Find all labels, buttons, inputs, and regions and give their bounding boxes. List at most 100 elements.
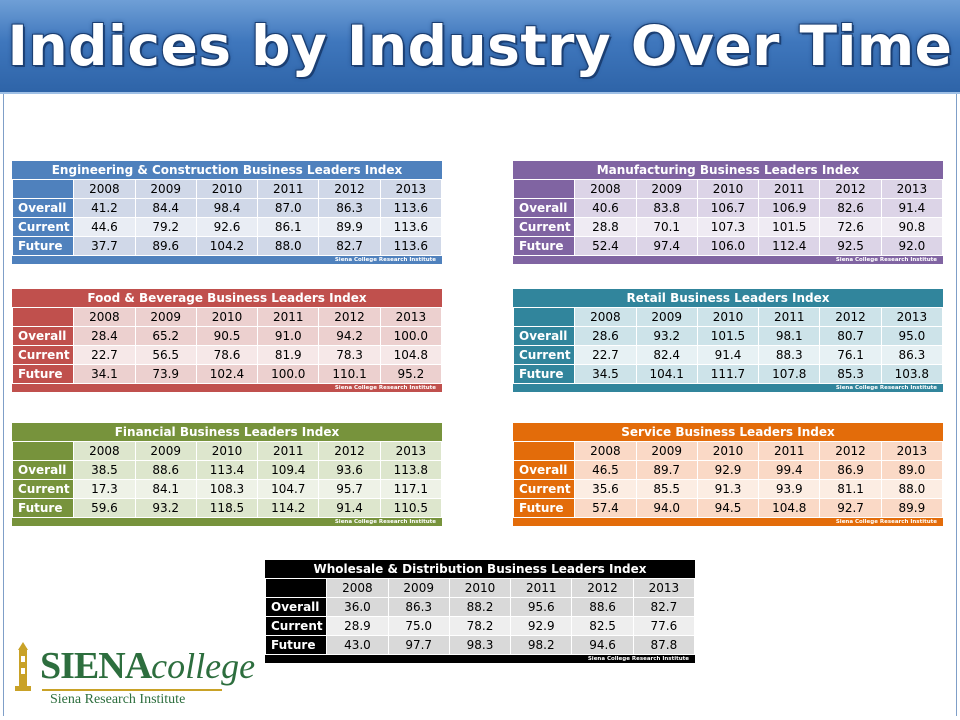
row-label: Current [11,479,75,499]
year-header: 2013 [379,179,443,199]
table-title: Manufacturing Business Leaders Index [513,161,943,179]
table-row: Current 44.6 79.2 92.6 86.1 89.9 113.6 [11,217,443,237]
table-engineering-construction: Engineering & Construction Business Lead… [11,161,443,264]
year-header: 2011 [758,307,821,327]
year-header: 2011 [758,441,821,461]
row-label: Overall [11,198,75,218]
table-title: Financial Business Leaders Index [12,423,442,441]
year-header: 2010 [195,441,259,461]
year-header: 2008 [73,179,136,199]
table-title: Wholesale & Distribution Business Leader… [265,560,695,578]
table-row: Future 59.6 93.2 118.5 114.2 91.4 110.5 [11,498,443,518]
row-label: Future [11,498,75,518]
title-banner: Indices by Industry Over Time [0,0,960,94]
table-row: Overall 38.5 88.6 113.4 109.4 93.6 113.8 [11,460,443,480]
row-label: Future [512,236,576,256]
year-header: 2012 [318,307,381,327]
table-footnote: Siena College Research Institute [513,384,943,392]
table-row: Overall 28.4 65.2 90.5 91.0 94.2 100.0 [11,326,443,346]
table-footnote: Siena College Research Institute [12,518,442,526]
table-footnote: Siena College Research Institute [513,256,943,264]
table-row: Overall 41.2 84.4 98.4 87.0 86.3 113.6 [11,198,443,218]
year-header: 2009 [635,179,698,199]
table-footnote: Siena College Research Institute [12,256,442,264]
year-header: 2012 [571,578,634,598]
row-label: Current [512,479,576,499]
table-row: Current 28.8 70.1 107.3 101.5 72.6 90.8 [512,217,944,237]
year-header: 2008 [73,307,136,327]
table-title: Service Business Leaders Index [513,423,943,441]
logo-college-text: college [151,646,256,686]
row-label: Overall [512,460,576,480]
row-label: Overall [512,198,576,218]
table-row: Future 34.5 104.1 111.7 107.8 85.3 103.8 [512,364,944,384]
year-header: 2012 [819,307,882,327]
table-manufacturing: Manufacturing Business Leaders Index 200… [512,161,944,264]
year-header: 2009 [134,307,197,327]
year-header: 2013 [880,179,944,199]
logo-tagline: Siena Research Institute [50,692,186,707]
year-header: 2011 [758,179,821,199]
content-frame [3,94,957,716]
table-row: Overall 46.5 89.7 92.9 99.4 86.9 89.0 [512,460,944,480]
table-row: Current 22.7 82.4 91.4 88.3 76.1 86.3 [512,345,944,365]
table-title: Retail Business Leaders Index [513,289,943,307]
year-header: 2009 [387,578,450,598]
year-header: 2013 [379,307,443,327]
year-header: 2008 [574,179,637,199]
year-header: 2009 [635,441,698,461]
row-label: Future [512,364,576,384]
year-header: 2012 [819,441,882,461]
year-header: 2013 [632,578,696,598]
year-header: 2008 [326,578,389,598]
table-row: Overall 28.6 93.2 101.5 98.1 80.7 95.0 [512,326,944,346]
table-food-beverage: Food & Beverage Business Leaders Index 2… [11,289,443,392]
year-header: 2008 [574,441,637,461]
row-label: Overall [11,460,75,480]
logo-divider [42,689,222,691]
row-label: Future [264,635,328,655]
year-header: 2010 [195,179,259,199]
table-row: Current 22.7 56.5 78.6 81.9 78.3 104.8 [11,345,443,365]
table-service: Service Business Leaders Index 2008 2009 2… [512,423,944,526]
year-header: 2009 [635,307,698,327]
table-title: Food & Beverage Business Leaders Index [12,289,442,307]
year-header: 2010 [195,307,259,327]
row-label: Future [512,498,576,518]
year-header: 2010 [448,578,512,598]
year-header: 2013 [880,307,944,327]
year-header: 2013 [880,441,944,461]
year-header: 2011 [257,441,320,461]
bell-tower-icon [15,642,31,691]
table-row: Current 35.6 85.5 91.3 93.9 81.1 88.0 [512,479,944,499]
table-footnote: Siena College Research Institute [513,518,943,526]
table-row: Future 34.1 73.9 102.4 100.0 110.1 95.2 [11,364,443,384]
row-label: Overall [11,326,75,346]
logo-siena-text: SIENA [40,645,152,687]
year-header: 2010 [696,307,760,327]
row-label: Current [264,616,328,636]
year-header: 2012 [819,179,882,199]
row-label: Future [11,236,75,256]
year-header: 2011 [257,179,320,199]
table-row: Future 37.7 89.6 104.2 88.0 82.7 113.6 [11,236,443,256]
table-wholesale-distribution: Wholesale & Distribution Business Leader… [264,560,696,663]
page-title: Indices by Industry Over Time [7,14,953,78]
logo-wordmark: SIENAcollege [40,644,255,688]
table-footnote: Siena College Research Institute [265,655,695,663]
table-row: Future 52.4 97.4 106.0 112.4 92.5 92.0 [512,236,944,256]
year-header: 2012 [318,441,381,461]
table-footnote: Siena College Research Institute [12,384,442,392]
table-row: Overall 40.6 83.8 106.7 106.9 82.6 91.4 [512,198,944,218]
year-header: 2011 [257,307,320,327]
table-row: Current 28.9 75.0 78.2 92.9 82.5 77.6 [264,616,696,636]
year-header: 2010 [696,441,760,461]
row-label: Current [11,345,75,365]
table-row: Current 17.3 84.1 108.3 104.7 95.7 117.1 [11,479,443,499]
year-header: 2009 [134,179,197,199]
table-financial: Financial Business Leaders Index 2008 200… [11,423,443,526]
year-header: 2009 [134,441,197,461]
year-header: 2010 [696,179,760,199]
table-row: Future 43.0 97.7 98.3 98.2 94.6 87.8 [264,635,696,655]
year-header: 2008 [73,441,136,461]
